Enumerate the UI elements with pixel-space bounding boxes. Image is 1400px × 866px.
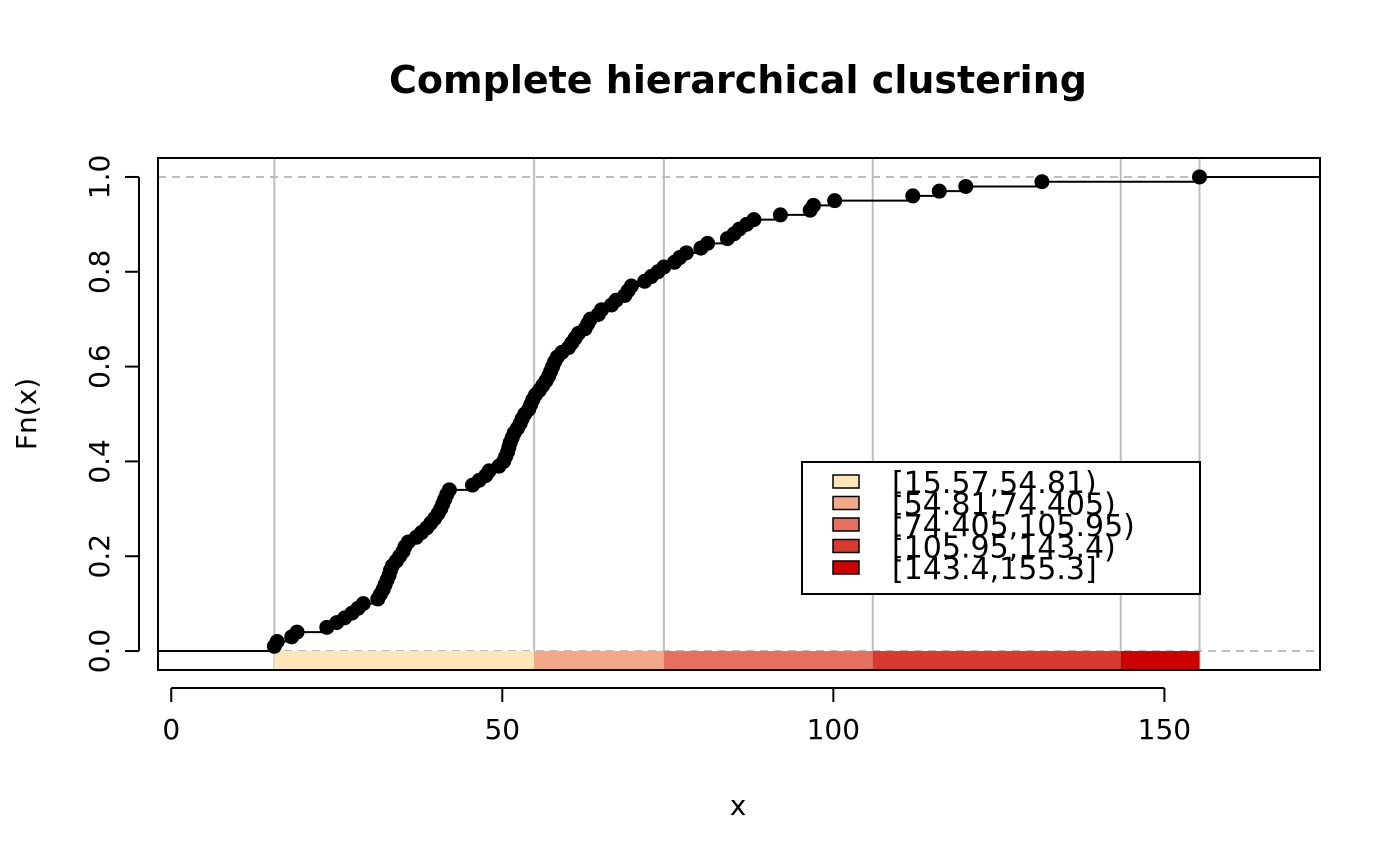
legend: [15.57,54.81)[54.81,74.405)[74.405,105.9… xyxy=(801,461,1201,595)
data-point-83 xyxy=(678,245,694,261)
legend-label-4: [143.4,155.3] xyxy=(892,552,1097,587)
class-bar-3 xyxy=(872,651,1121,669)
legend-frame xyxy=(801,461,1201,595)
x-tick-label-0: 0 xyxy=(162,713,180,746)
data-point-95 xyxy=(905,188,921,204)
chart-title: Complete hierarchical clustering xyxy=(389,58,1087,102)
plot-frame xyxy=(157,157,1321,671)
class-bar-0 xyxy=(274,651,535,669)
legend-label-3: [105.95,143.4) xyxy=(892,531,1116,566)
x-axis: 0 50 100 150 xyxy=(162,687,1191,746)
data-points xyxy=(266,169,1207,654)
x-tick-label-3: 150 xyxy=(1138,713,1191,746)
legend-swatch-0 xyxy=(832,474,860,489)
class-bar-2 xyxy=(663,651,873,669)
legend-swatch-3 xyxy=(832,538,860,554)
legend-label-0: [15.57,54.81) xyxy=(892,466,1097,501)
x-tick-label-1: 50 xyxy=(484,713,520,746)
data-point-93 xyxy=(805,197,821,213)
data-point-85 xyxy=(700,235,716,251)
data-point-76 xyxy=(623,278,639,294)
data-point-9 xyxy=(355,596,371,612)
legend-swatch-2 xyxy=(832,517,860,532)
data-point-96 xyxy=(931,183,947,199)
class-bar-4 xyxy=(1120,651,1200,669)
data-point-97 xyxy=(958,178,974,194)
y-tick-label-1: 0.2 xyxy=(83,534,116,579)
class-bars xyxy=(274,651,1200,669)
y-tick-label-4: 0.8 xyxy=(83,250,116,295)
legend-label-1: [54.81,74.405) xyxy=(892,488,1116,523)
data-point-98 xyxy=(1034,174,1050,190)
data-point-94 xyxy=(827,193,843,209)
legend-swatch-1 xyxy=(832,495,860,511)
data-point-90 xyxy=(746,212,762,228)
data-point-99 xyxy=(1191,169,1207,185)
y-axis: 0.0 0.2 0.4 0.6 0.8 1.0 xyxy=(83,155,140,674)
data-point-33 xyxy=(441,482,457,498)
plot-region xyxy=(157,157,1321,671)
y-tick-label-3: 0.6 xyxy=(83,344,116,389)
y-tick-label-2: 0.4 xyxy=(83,439,116,484)
y-tick-label-5: 1.0 xyxy=(83,155,116,200)
data-point-1 xyxy=(269,634,285,650)
legend-label-2: [74.405,105.95) xyxy=(892,509,1135,544)
class-bar-1 xyxy=(534,651,664,669)
data-point-3 xyxy=(289,624,305,640)
y-tick-label-0: 0.0 xyxy=(83,629,116,674)
data-point-91 xyxy=(772,207,788,223)
legend-items: [15.57,54.81)[54.81,74.405)[74.405,105.9… xyxy=(832,466,1135,587)
x-axis-label: x xyxy=(730,789,747,822)
legend-swatch-4 xyxy=(832,560,860,575)
y-axis-label: Fn(x) xyxy=(10,378,43,450)
x-tick-label-2: 100 xyxy=(807,713,860,746)
